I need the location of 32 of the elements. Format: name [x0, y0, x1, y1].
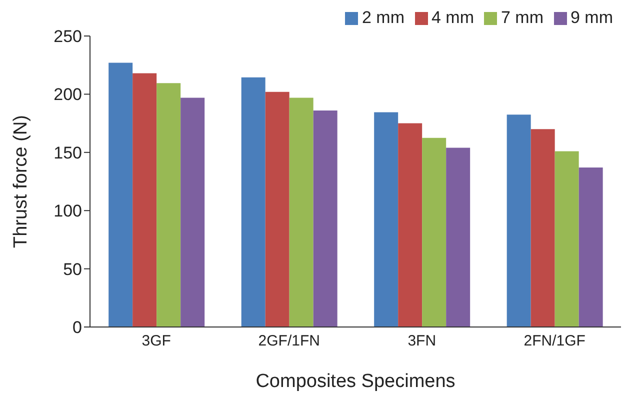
legend-label: 4 mm: [432, 8, 474, 27]
bar: [313, 110, 338, 327]
bar: [554, 151, 579, 327]
y-tick-label: 150: [54, 143, 82, 162]
y-axis-title: Thrust force (N): [10, 114, 32, 248]
bar: [506, 114, 531, 327]
bar: [398, 123, 422, 327]
bar: [156, 83, 181, 327]
y-tick-label: 250: [54, 27, 82, 46]
bar: [374, 112, 398, 327]
x-tick-label: 3GF: [142, 332, 171, 350]
x-tick-label: 2FN/1GF: [524, 332, 586, 350]
bar: [108, 62, 133, 327]
bar: [446, 148, 470, 327]
bar: [289, 98, 314, 327]
legend-label: 2 mm: [362, 8, 404, 27]
y-tick-label: 100: [54, 202, 82, 221]
bar: [422, 138, 446, 327]
y-tick-label: 0: [72, 318, 82, 338]
bar: [241, 77, 266, 327]
legend-label: 7 mm: [501, 8, 544, 27]
y-tick-label: 50: [63, 260, 82, 279]
x-tick-label: 3FN: [408, 332, 436, 350]
y-tick-label: 200: [54, 85, 82, 104]
legend-label: 9 mm: [570, 8, 613, 27]
x-tick-label: 2GF/1FN: [258, 332, 320, 350]
bar: [578, 168, 603, 327]
bar: [265, 92, 290, 327]
x-axis-title: Composites Specimens: [256, 371, 456, 392]
bar: [530, 129, 555, 327]
bar: [180, 98, 205, 327]
bar: [132, 73, 157, 327]
